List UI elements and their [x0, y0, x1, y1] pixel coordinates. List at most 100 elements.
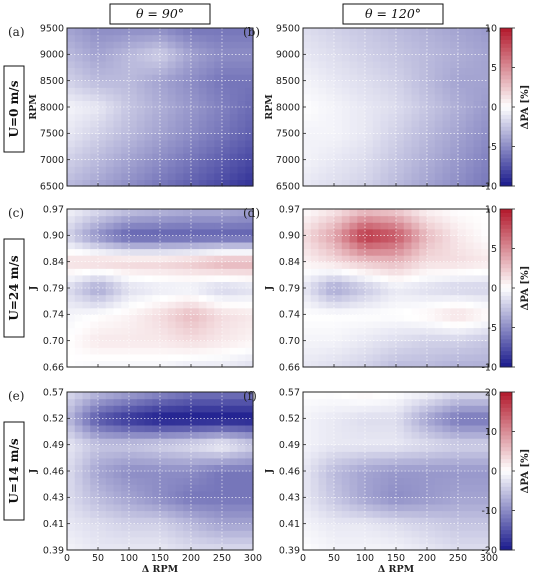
heatmap-cell: [129, 139, 138, 148]
heatmap-cell: [458, 523, 467, 531]
heatmap-cell: [67, 431, 76, 439]
heatmap-cell: [458, 47, 467, 55]
heatmap-cell: [144, 241, 153, 250]
heatmap-cell: [419, 47, 428, 55]
heatmap-cell: [67, 93, 76, 102]
heatmap-cell: [82, 314, 91, 322]
heatmap-cell: [191, 133, 200, 141]
heatmap-cell: [310, 320, 320, 329]
heatmap-cells: [303, 28, 490, 187]
colorbar-step: [500, 138, 512, 144]
heatmap-cell: [245, 159, 254, 167]
heatmap-cell: [380, 347, 389, 355]
heatmap-cell: [237, 543, 246, 551]
heatmap-cell: [136, 80, 146, 88]
heatmap-cell: [458, 334, 467, 342]
heatmap-cell: [121, 301, 130, 309]
heatmap-cell: [303, 93, 312, 102]
heatmap-cell: [129, 248, 138, 256]
heatmap-cell: [310, 288, 320, 296]
heatmap-cell: [481, 360, 490, 368]
heatmap-cell: [434, 307, 444, 315]
heatmap-cells: [67, 209, 254, 368]
heatmap-cell: [465, 120, 475, 128]
heatmap-cell: [237, 523, 246, 531]
heatmap-cell: [144, 451, 153, 459]
heatmap-cell: [105, 301, 115, 309]
heatmap-cell: [152, 517, 161, 525]
colorbar-step: [500, 122, 512, 128]
heatmap-cell: [136, 41, 146, 49]
heatmap-cell: [458, 536, 467, 545]
heatmap-cell: [167, 34, 177, 42]
colorbar-step: [500, 43, 512, 49]
heatmap-cell: [357, 172, 366, 181]
colorbar-step: [500, 315, 512, 321]
heatmap-cell: [458, 41, 467, 49]
heatmap-cell: [90, 34, 99, 42]
heatmap-cell: [341, 347, 351, 355]
heatmap-cell: [121, 451, 130, 459]
heatmap-cell: [198, 54, 208, 62]
heatmap-cell: [136, 133, 146, 141]
heatmap-cell: [82, 222, 91, 230]
heatmap-cell: [310, 536, 320, 545]
heatmap-cell: [341, 166, 351, 174]
heatmap-cell: [129, 120, 138, 128]
heatmap-cell: [113, 228, 122, 236]
heatmap-cell: [67, 80, 76, 88]
heatmap-cell: [349, 398, 358, 406]
y-tick-label: 0.57: [43, 387, 64, 398]
heatmap-cell: [365, 100, 374, 108]
heatmap-cell: [229, 261, 239, 269]
heatmap-cell: [380, 281, 389, 289]
heatmap-cell: [136, 93, 146, 102]
heatmap-cell: [129, 146, 138, 154]
heatmap-cell: [396, 431, 405, 439]
heatmap-cell: [465, 444, 475, 452]
heatmap-cell: [326, 392, 335, 400]
heatmap-cell: [67, 41, 76, 49]
heatmap-cell: [458, 320, 467, 329]
heatmap-cell: [214, 139, 223, 148]
heatmap-cell: [121, 179, 130, 187]
heatmap-cell: [90, 307, 99, 315]
heatmap-cell: [98, 166, 107, 174]
heatmap-cell: [98, 235, 107, 243]
heatmap-cell: [82, 464, 91, 472]
heatmap-cell: [334, 411, 343, 419]
heatmap-cell: [388, 327, 397, 335]
heatmap-cell: [303, 126, 312, 134]
heatmap-cell: [411, 222, 420, 230]
heatmap-cell: [160, 146, 169, 154]
heatmap-cell: [357, 510, 366, 518]
heatmap-cell: [237, 392, 246, 400]
heatmap-cell: [245, 360, 254, 368]
heatmap-cell: [388, 503, 397, 512]
heatmap-cell: [113, 139, 122, 148]
heatmap-cell: [380, 477, 389, 485]
heatmap-cell: [113, 517, 122, 525]
heatmap-cell: [206, 228, 215, 236]
heatmap-cell: [318, 431, 327, 439]
heatmap-cell: [121, 360, 130, 368]
heatmap-cell: [334, 497, 343, 505]
heatmap-cell: [310, 477, 320, 485]
heatmap-cell: [206, 424, 215, 433]
heatmap-cell: [74, 327, 84, 335]
heatmap-cell: [152, 334, 161, 342]
heatmap-cell: [175, 146, 184, 154]
heatmap-cell: [411, 47, 420, 55]
heatmap-cell: [214, 113, 223, 121]
heatmap-cell: [105, 153, 115, 161]
heatmap-cell: [450, 411, 459, 419]
heatmap-cell: [167, 228, 177, 236]
heatmap-cell: [67, 301, 76, 309]
heatmap-cell: [175, 424, 184, 433]
heatmap-cell: [465, 281, 475, 289]
heatmap-cell: [214, 60, 223, 69]
colorbar-step: [500, 91, 512, 96]
heatmap-cell: [175, 248, 184, 256]
heatmap-cell: [481, 503, 490, 512]
